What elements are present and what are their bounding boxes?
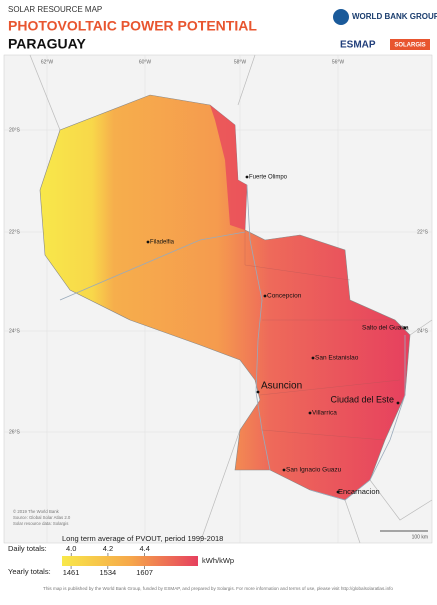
daily-tick-label: 4.0 xyxy=(66,544,76,553)
city-dot xyxy=(256,390,260,394)
world-bank-logo: WORLD BANK GROUP xyxy=(352,12,437,21)
city-label: Concepcion xyxy=(267,293,302,300)
city-dot xyxy=(396,401,400,405)
neighbour-borders xyxy=(29,54,433,544)
city-dot xyxy=(282,468,286,472)
kicker: SOLAR RESOURCE MAP xyxy=(8,5,102,14)
latitude-label: 24°S xyxy=(9,328,21,334)
city-label: Ciudad del Este xyxy=(330,394,394,404)
longitude-labels: 62°W 60°W 58°W 56°W xyxy=(41,59,345,65)
latitude-label: 22°S xyxy=(9,229,21,235)
esmap-logo: ESMAP xyxy=(340,40,376,51)
yearly-tick-label: 1461 xyxy=(63,568,80,577)
footer: This map is published by the World Bank … xyxy=(43,586,393,591)
city-dot xyxy=(263,294,267,298)
city-label: Salto del Guaira xyxy=(362,325,409,332)
departments xyxy=(244,230,401,441)
city-label: Encarnacion xyxy=(338,487,380,496)
cities: Fuerte Olimpo Filadelfia Concepcion Salto d… xyxy=(146,175,409,496)
longitude-label: 62°W xyxy=(41,59,54,65)
latitude-label: 26°S xyxy=(9,429,21,435)
longitude-label: 58°W xyxy=(234,59,247,65)
city-dot xyxy=(146,240,150,244)
city-dot xyxy=(336,490,340,494)
solargis-logo: SOLARGIS xyxy=(394,43,425,49)
credit-line: Source: Global Solar Atlas 2.0 xyxy=(13,515,71,520)
world-bank-icon xyxy=(333,9,349,25)
city-dot xyxy=(403,326,407,330)
legend-color-bar xyxy=(62,556,198,566)
city-label: Fuerte Olimpo xyxy=(249,175,288,181)
latitude-labels: 20°S 22°S 22°S 24°S 24°S 26°S xyxy=(9,127,429,435)
city-dot xyxy=(311,356,315,360)
credit-line: © 2019 The World Bank xyxy=(13,509,60,514)
latitude-label: 24°S xyxy=(417,328,429,334)
daily-tick-label: 4.4 xyxy=(139,544,149,553)
yearly-label: Yearly totals: xyxy=(8,567,51,576)
title: PHOTOVOLTAIC POWER POTENTIAL xyxy=(8,18,257,34)
legend-unit: kWh/kWp xyxy=(202,556,234,565)
city-label: Filadelfia xyxy=(150,240,175,246)
longitude-label: 60°W xyxy=(139,59,152,65)
scale-bar-label: 100 km xyxy=(412,534,428,540)
legend-title: Long term average of PVOUT, period 1999-… xyxy=(62,534,223,543)
daily-label: Daily totals: xyxy=(8,544,47,553)
yearly-tick-label: 1607 xyxy=(136,568,153,577)
solargis-badge xyxy=(390,39,430,50)
city-label: San Estanislao xyxy=(315,355,359,362)
city-dot xyxy=(245,175,249,179)
northeast-chaco-high xyxy=(210,105,247,230)
city-label: Villarrica xyxy=(312,410,337,417)
country: PARAGUAY xyxy=(8,36,86,52)
latitude-label: 22°S xyxy=(417,229,429,235)
latitude-label: 20°S xyxy=(9,127,21,133)
city-label: San Ignacio Guazu xyxy=(286,467,342,474)
city-label: Asuncion xyxy=(261,381,302,392)
daily-tick-label: 4.2 xyxy=(103,544,113,553)
credit-line: Solar resource data: Solargis xyxy=(13,521,68,526)
longitude-label: 56°W xyxy=(332,59,345,65)
legend-ticks: 4.0 4.2 4.4 1461 1534 1607 xyxy=(63,544,153,577)
city-dot xyxy=(308,411,312,415)
yearly-tick-label: 1534 xyxy=(99,568,116,577)
